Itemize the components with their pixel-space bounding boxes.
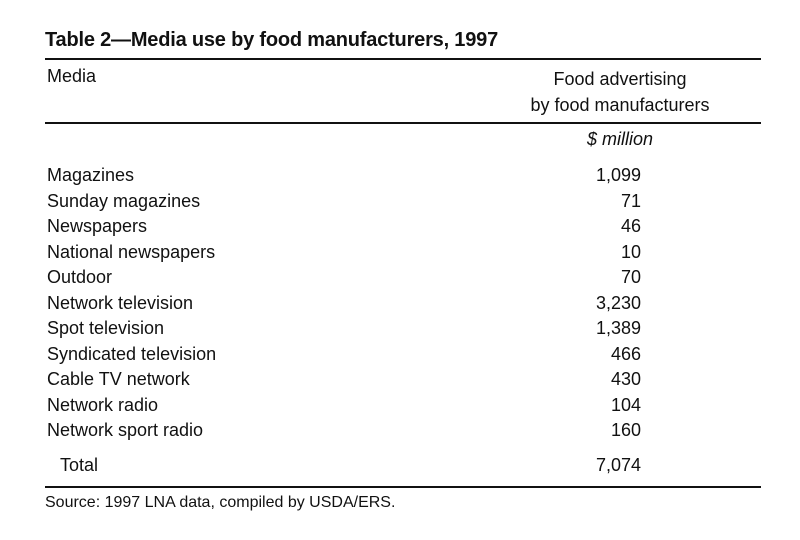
total-value: 7,074 (595, 455, 641, 475)
table-row: Spot television 1,389 (0, 318, 800, 344)
row-label: Network television (47, 292, 194, 313)
row-value: 466 (610, 343, 641, 364)
value-column-header: Food advertising by food manufacturers (505, 66, 735, 118)
table-row: Outdoor 70 (0, 267, 800, 293)
header-rule (45, 122, 761, 124)
row-label: Syndicated television (47, 343, 217, 364)
row-value: 71 (620, 190, 641, 211)
total-label: Total (60, 455, 99, 475)
row-label: Magazines (47, 165, 135, 185)
value-column-header-line2: by food manufacturers (530, 95, 710, 115)
top-rule (45, 58, 761, 60)
table-row: Network radio 104 (0, 395, 800, 421)
row-value: 1,389 (595, 318, 641, 338)
row-value: 3,230 (595, 292, 641, 313)
table-row: Sunday magazines 71 (0, 191, 800, 217)
row-value: 160 (610, 420, 641, 440)
row-value: 430 (610, 369, 641, 389)
source-note: Source: 1997 LNA data, compiled by USDA/… (45, 494, 396, 511)
row-label: Network radio (47, 394, 159, 415)
row-value: 104 (610, 394, 641, 415)
table-row: Newspapers 46 (0, 216, 800, 242)
total-row: Total 7,074 (0, 455, 800, 480)
table-row: Syndicated television 466 (0, 344, 800, 370)
row-value: 70 (620, 267, 641, 287)
row-value: 10 (620, 241, 641, 262)
table-body: Magazines 1,099 Sunday magazines 71 News… (0, 165, 800, 446)
value-column-header-line1: Food advertising (553, 69, 687, 89)
row-label: Network sport radio (47, 420, 204, 440)
bottom-rule (45, 486, 761, 488)
table-row: National newspapers 10 (0, 242, 800, 268)
row-label: National newspapers (47, 241, 216, 262)
table-row: Network sport radio 160 (0, 420, 800, 446)
table-row: Magazines 1,099 (0, 165, 800, 191)
row-label: Sunday magazines (47, 190, 201, 211)
table-row: Cable TV network 430 (0, 369, 800, 395)
table-title: Table 2—Media use by food manufacturers,… (45, 29, 498, 51)
table-row: Network television 3,230 (0, 293, 800, 319)
row-label: Outdoor (47, 267, 113, 287)
row-value: 1,099 (595, 165, 641, 185)
row-label: Spot television (47, 318, 165, 338)
row-label: Cable TV network (47, 369, 190, 389)
row-value: 46 (620, 216, 641, 236)
row-label: Newspapers (47, 216, 148, 236)
unit-label: $ million (586, 129, 654, 149)
media-column-header: Media (47, 66, 97, 86)
